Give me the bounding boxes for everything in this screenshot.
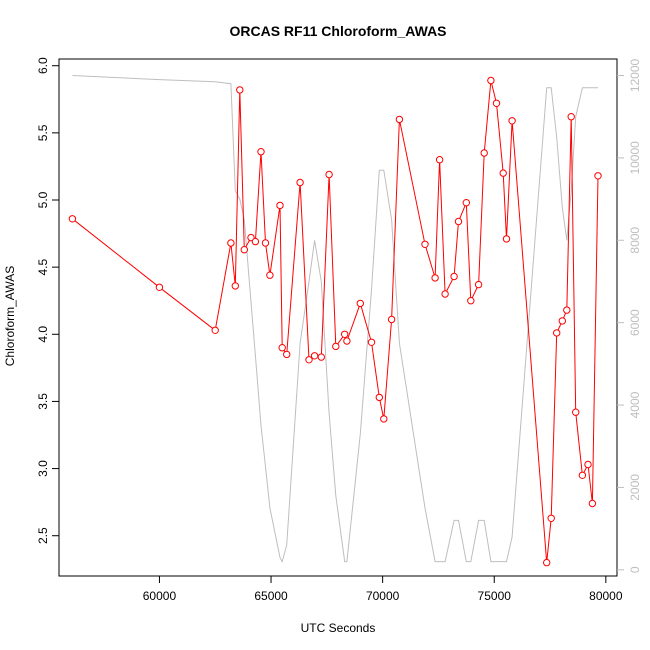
data-point [305,356,313,364]
data-point [395,115,404,124]
chart-title: ORCAS RF11 Chloroform_AWAS [229,23,446,39]
data-point [278,344,286,352]
data-point [563,306,571,314]
data-point [261,239,270,247]
data-point [211,326,219,334]
y-axis-label: Chloroform_AWAS [3,266,17,366]
data-point [499,169,507,177]
data-point [325,170,333,179]
y2-tick-label: 2000 [628,474,642,501]
data-point [502,235,511,243]
y2-tick-label: 0 [628,566,642,573]
data-point [435,156,444,164]
data-point [231,282,240,290]
y2-tick-label: 6000 [628,309,642,336]
data-point [356,299,364,308]
x-tick-label: 70000 [366,589,400,603]
data-point [450,272,458,281]
y-tick-label: 4.0 [36,326,50,343]
data-point [341,330,349,338]
data-point [454,217,463,226]
data-point [343,337,351,345]
data-point [480,149,488,157]
data-point [310,352,319,360]
y-axis-right: 0 2000 4000 6000 8000 10000 12000 [617,58,642,573]
data-point [317,353,325,361]
data-point [431,274,439,282]
series-line-secondary [72,75,598,563]
data-point [462,199,470,207]
y-tick-label: 5.5 [36,124,50,141]
data-point [251,237,260,246]
data-point [492,99,501,108]
data-point [578,471,587,479]
data-point [266,271,274,279]
data-point [547,514,555,522]
data-point [584,460,592,469]
data-point [588,499,597,508]
x-axis: 60000 65000 70000 75000 80000 [143,576,623,603]
y-tick-label: 3.0 [36,460,50,477]
data-point [508,117,516,125]
y-axis-left: 2.5 3.0 3.5 4.0 4.5 5.0 5.5 6.0 [36,57,59,544]
y-tick-label: 3.5 [36,393,50,410]
data-point [487,76,495,85]
plot-frame [58,58,618,577]
secondary-series-layer [72,75,598,563]
data-point [296,178,304,187]
data-point [387,315,396,324]
data-point [567,113,575,121]
data-point [421,240,429,249]
y-tick-label: 6.0 [36,57,50,74]
y2-tick-label: 12000 [628,58,642,92]
data-point [558,317,566,325]
y-tick-label: 2.5 [36,527,50,544]
y-tick-label: 4.5 [36,258,50,275]
data-point [236,86,244,94]
primary-series-layer [68,76,602,567]
x-tick-label: 75000 [478,589,512,603]
data-point [68,215,77,223]
data-point [240,246,249,254]
x-tick-label: 60000 [143,589,177,603]
data-point [283,350,291,359]
data-point [572,408,580,416]
data-point [332,342,340,351]
data-point [276,201,284,210]
x-tick-label: 80000 [589,589,623,603]
data-point [380,415,388,423]
y2-tick-label: 8000 [628,227,642,254]
data-point [467,297,475,305]
data-point [474,280,483,289]
y-tick-label: 5.0 [36,191,50,208]
data-point [594,172,602,180]
data-point [553,329,561,337]
data-point [367,338,376,346]
data-point [257,148,265,156]
data-point [375,393,383,402]
data-point [441,290,449,298]
x-tick-label: 65000 [254,589,288,603]
x-axis-label: UTC Seconds [301,621,376,635]
data-point [543,558,551,567]
y2-tick-label: 4000 [628,391,642,418]
y2-tick-label: 10000 [628,141,642,175]
data-point [155,283,164,291]
data-point [227,239,235,247]
